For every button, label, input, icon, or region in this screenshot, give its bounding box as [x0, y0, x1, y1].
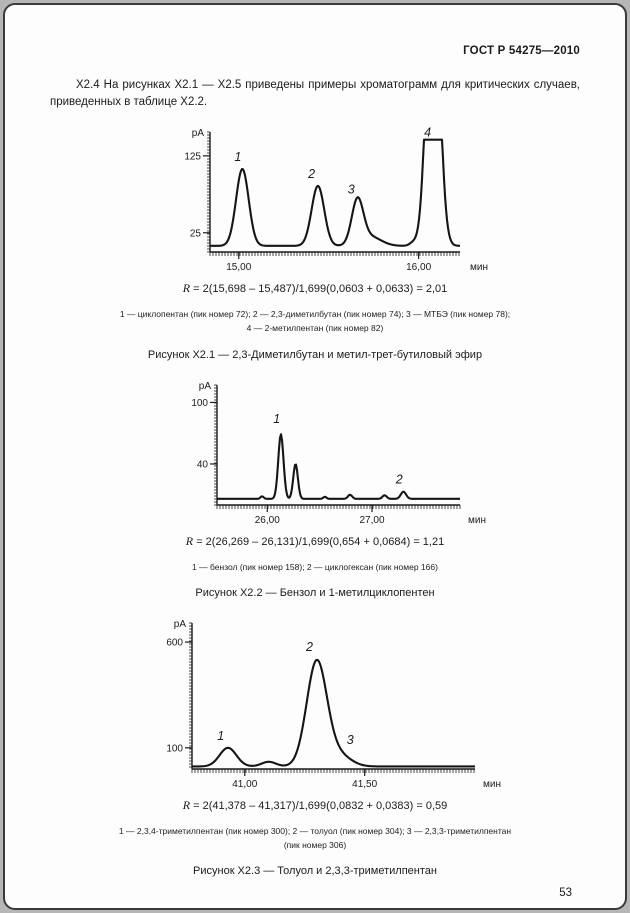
r-symbol: R	[182, 798, 191, 813]
x-tick-label: 41,00	[232, 779, 257, 790]
chromatogram-plot: 125 25 pA 15,00 16,00 мин 1 2 3 4	[184, 126, 488, 273]
y-tick-label: 125	[184, 152, 201, 163]
y-tick-label: 100	[191, 397, 208, 408]
peak-number-label: 2	[395, 472, 403, 486]
legend-line: 1 — бензол (пик номер 158); 2 — циклогек…	[192, 561, 438, 572]
figure-x21: 125 25 pA 15,00 16,00 мин 1 2 3 4 R = 2(15,698 – …	[50, 116, 580, 361]
figure-caption-x21: Рисунок Х2.1 — 2,3-Диметилбутан и метил-…	[147, 348, 483, 361]
legend-line: 1 — 2,3,4-триметилпентан (пик номер 300)…	[118, 826, 512, 837]
figure-x23: 600 100 pA 41,00 41,50 мин 1 2 3 R = 2(41,378 – …	[50, 609, 580, 877]
y-tick-label: 25	[190, 229, 202, 240]
chromatogram-trace	[216, 432, 461, 500]
chromatogram-x23: 600 100 pA 41,00 41,50 мин 1 2 3	[152, 609, 580, 798]
peak-number-label: 4	[424, 126, 431, 140]
y-tick-label: 40	[197, 459, 209, 470]
peak-number-label: 1	[234, 151, 241, 165]
peak-number-label: 3	[347, 733, 354, 747]
legend-line: 4 — 2-метилпентан (пик номер 82)	[246, 322, 384, 333]
formula-text: = 2(15,698 – 15,487)/1,699(0,0603 + 0,06…	[190, 283, 448, 296]
document-page: ГОСТ Р 54275—2010 Х2.4 На рисунках Х2.1 …	[3, 3, 627, 910]
x-axis-unit: мин	[470, 262, 488, 273]
peak-number-label: 1	[217, 729, 224, 743]
resolution-formula-x22: R = 2(26,269 – 26,131)/1,699(0,654 + 0,0…	[50, 534, 580, 549]
legend-line: 1 — циклопентан (пик номер 72); 2 — 2,3-…	[119, 309, 511, 320]
x-tick-label: 26,00	[255, 515, 280, 526]
legend-line: (пик номер 306)	[283, 839, 347, 850]
x-axis-unit: мин	[483, 779, 501, 790]
peak-legend-x22: 1 — бензол (пик номер 158); 2 — циклогек…	[50, 561, 580, 575]
x-tick-label: 15,00	[226, 262, 251, 273]
x-tick-label: 41,50	[352, 779, 377, 790]
formula-text: = 2(41,378 – 41,317)/1,699(0,0832 + 0,03…	[190, 800, 448, 813]
resolution-formula-x23: R = 2(41,378 – 41,317)/1,699(0,0832 + 0,…	[50, 798, 580, 813]
page-number: 53	[559, 887, 572, 900]
resolution-formula-x21: R = 2(15,698 – 15,487)/1,699(0,0603 + 0,…	[50, 281, 580, 296]
r-symbol: R	[185, 533, 194, 548]
chromatogram-trace	[209, 138, 461, 248]
figure-caption-x22: Рисунок Х2.2 — Бензол и 1-метилциклопент…	[195, 587, 435, 600]
peak-number-label: 3	[348, 183, 355, 197]
peak-legend-x23: 1 — 2,3,4-триметилпентан (пик номер 300)…	[50, 825, 580, 852]
y-axis-unit: pA	[174, 619, 187, 630]
intro-paragraph: Х2.4 На рисунках Х2.1 — Х2.5 приведены п…	[50, 79, 580, 108]
chromatogram-plot: 600 100 pA 41,00 41,50 мин 1 2 3	[166, 619, 501, 790]
chromatogram-trace	[191, 658, 476, 768]
figure-x22: 100 40 pA 26,00 27,00 мин 1 2 R = 2(26,269 – 26…	[50, 371, 580, 600]
x-tick-label: 16,00	[406, 262, 431, 273]
peak-legend-x21: 1 — циклопентан (пик номер 72); 2 — 2,3-…	[50, 308, 580, 335]
x-tick-label: 27,00	[360, 515, 385, 526]
y-axis-unit: pA	[199, 381, 212, 392]
peak-number-label: 2	[307, 167, 315, 181]
r-symbol: R	[182, 281, 191, 296]
y-tick-label: 100	[166, 743, 183, 754]
peak-number-label: 1	[273, 411, 280, 425]
y-axis-unit: pA	[192, 128, 205, 139]
document-number: ГОСТ Р 54275—2010	[463, 45, 580, 57]
chromatogram-x22: 100 40 pA 26,00 27,00 мин 1 2	[173, 371, 580, 534]
chromatogram-plot: 100 40 pA 26,00 27,00 мин 1 2	[191, 381, 486, 526]
formula-text: = 2(26,269 – 26,131)/1,699(0,654 + 0,068…	[193, 535, 445, 548]
y-tick-label: 600	[166, 638, 183, 649]
chromatogram-x21: 125 25 pA 15,00 16,00 мин 1 2 3 4	[166, 116, 580, 281]
peak-number-label: 2	[305, 640, 313, 654]
x-axis-unit: мин	[468, 515, 486, 526]
figure-caption-x23: Рисунок Х2.3 — Толуол и 2,3,3-триметилпе…	[193, 865, 437, 878]
